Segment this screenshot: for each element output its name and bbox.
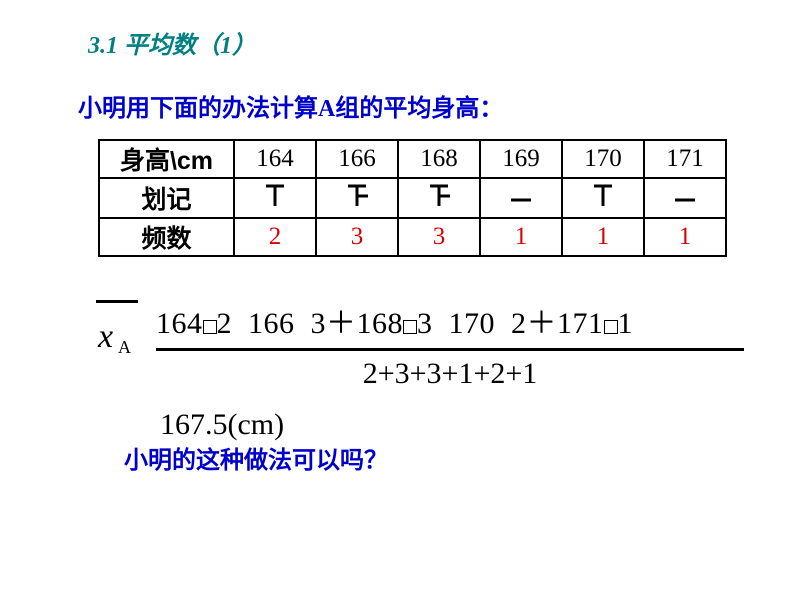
table-row-freq: 频数 2 3 3 1 1 1 (99, 218, 726, 256)
tally-label: 划记 (99, 178, 234, 218)
section-title: 3.1 平均数（1） (88, 25, 256, 60)
intro-text: 小明用下面的办法计算A组的平均身高： (78, 88, 503, 123)
freq-cell: 3 (316, 218, 398, 256)
height-label: 身高\cm (99, 140, 234, 178)
freq-cell: 1 (644, 218, 726, 256)
overline (96, 300, 138, 303)
table-row-tally: 划记 (99, 178, 726, 218)
denominator: 2+3+3+1+2+1 (156, 357, 744, 391)
freq-cell: 2 (234, 218, 316, 256)
height-cell: 169 (480, 140, 562, 178)
tally-cell (480, 178, 562, 218)
question-text: 小明的这种做法可以吗？ (124, 440, 388, 475)
tally-cell (562, 178, 644, 218)
height-cell: 170 (562, 140, 644, 178)
result-value: 167.5(cm) (160, 408, 284, 442)
freq-cell: 3 (398, 218, 480, 256)
subscript-a: A (118, 338, 131, 356)
height-cell: 164 (234, 140, 316, 178)
freq-cell: 1 (480, 218, 562, 256)
freq-label: 频数 (99, 218, 234, 256)
height-cell: 168 (398, 140, 480, 178)
variable-x: x (98, 320, 113, 354)
fraction-bar (156, 348, 744, 351)
table-row-heights: 身高\cm 164 166 168 169 170 171 (99, 140, 726, 178)
tally-cell (398, 178, 480, 218)
data-table: 身高\cm 164 166 168 169 170 171 划记 频数 2 3 … (98, 139, 727, 257)
numerator: 1642 166 3＋1683 170 2＋1711 (156, 298, 744, 342)
tally-cell (234, 178, 316, 218)
freq-cell: 1 (562, 218, 644, 256)
height-cell: 166 (316, 140, 398, 178)
height-cell: 171 (644, 140, 726, 178)
tally-cell (316, 178, 398, 218)
fraction: 1642 166 3＋1683 170 2＋1711 2+3+3+1+2+1 (156, 298, 744, 391)
tally-cell (644, 178, 726, 218)
